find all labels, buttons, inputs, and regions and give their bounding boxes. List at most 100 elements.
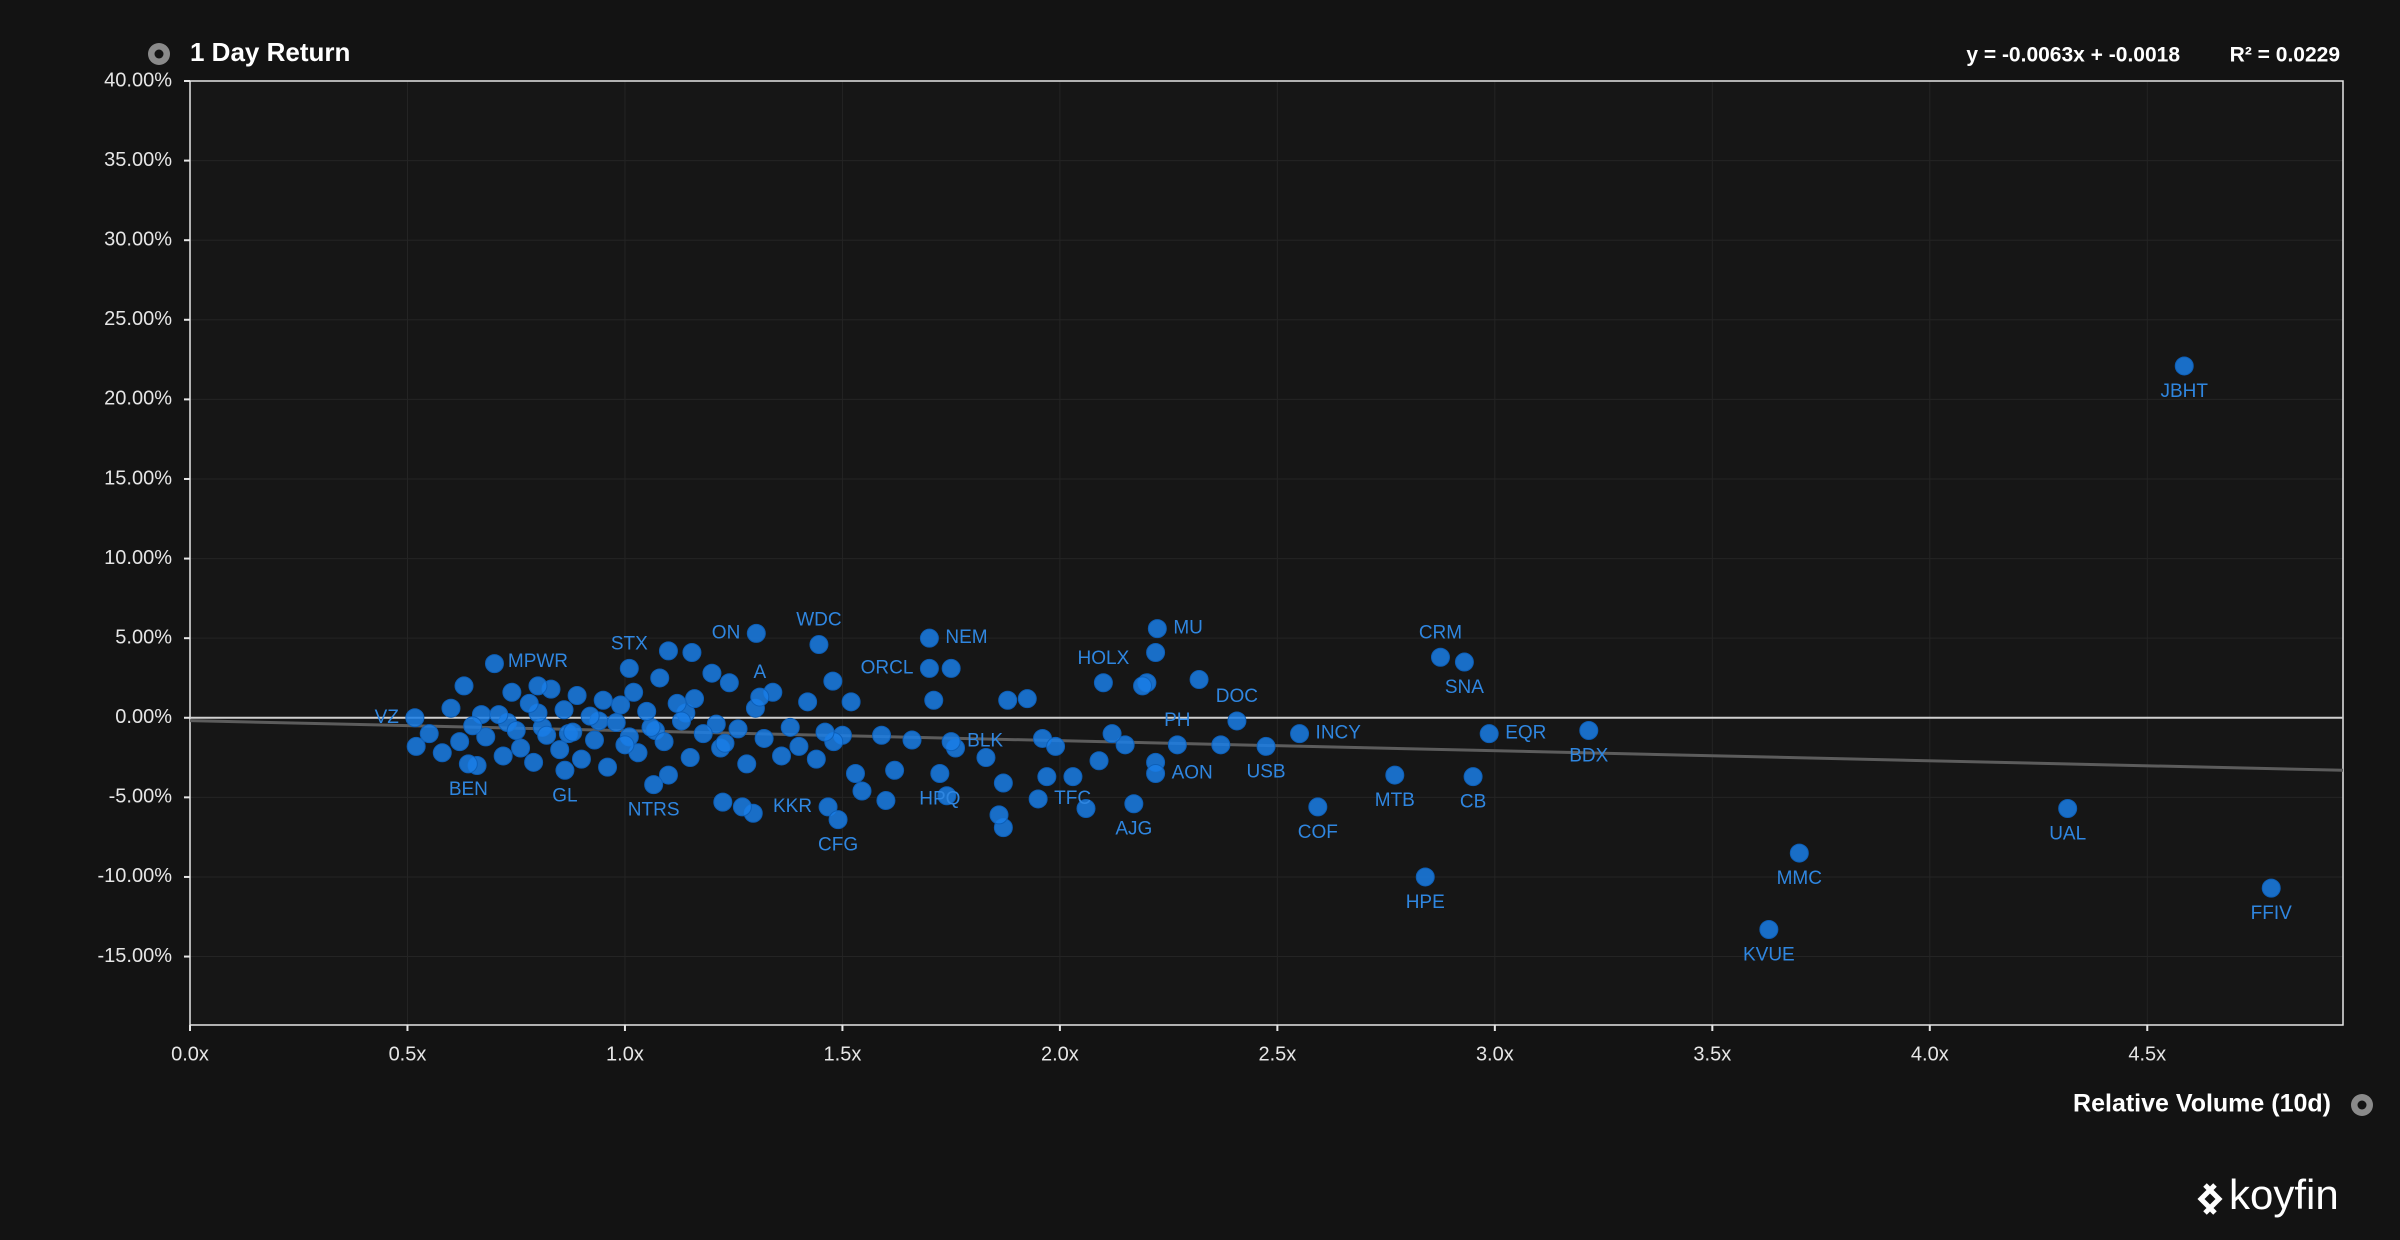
data-point xyxy=(654,732,674,752)
data-point xyxy=(563,722,583,742)
data-point xyxy=(680,748,700,768)
data-point xyxy=(737,754,757,774)
data-point xyxy=(1430,647,1450,667)
points xyxy=(405,356,2281,939)
x-tick-label: 2.5x xyxy=(1258,1043,1296,1065)
y-tick-label: 15.00% xyxy=(104,467,172,489)
data-point xyxy=(406,736,426,756)
data-point xyxy=(750,687,770,707)
data-point xyxy=(1115,735,1135,755)
data-point xyxy=(671,711,691,731)
y-tick-label: 5.00% xyxy=(115,626,172,648)
brand-name: koyfin xyxy=(2229,1171,2339,1218)
data-point xyxy=(567,685,587,705)
data-point xyxy=(1256,736,1276,756)
data-point xyxy=(1017,689,1037,709)
y-tick-label: 40.00% xyxy=(104,69,172,91)
x-tick-label: 0.5x xyxy=(389,1043,427,1065)
data-point xyxy=(780,717,800,737)
x-axis-title: Relative Volume (10d) xyxy=(2073,1090,2331,1118)
point-label: DOC xyxy=(1216,686,1258,707)
point-label: EQR xyxy=(1505,723,1546,744)
data-point xyxy=(754,728,774,748)
data-point xyxy=(524,752,544,772)
data-point xyxy=(998,690,1018,710)
data-point xyxy=(682,642,702,662)
logo-mark xyxy=(2197,1183,2223,1215)
data-point xyxy=(1093,673,1113,693)
data-point xyxy=(511,738,531,758)
point-label: MU xyxy=(1173,618,1203,639)
data-point xyxy=(1046,736,1066,756)
point-label: USB xyxy=(1247,761,1286,782)
data-point xyxy=(555,760,575,780)
point-label: UAL xyxy=(2049,824,2086,845)
data-point xyxy=(732,797,752,817)
y-tick-label: -10.00% xyxy=(98,865,173,887)
x-tick-label: 1.5x xyxy=(824,1043,862,1065)
data-point xyxy=(1290,724,1310,744)
chart-title: 1 Day Return xyxy=(190,37,350,67)
data-point xyxy=(667,693,687,713)
data-point xyxy=(924,690,944,710)
point-label: BEN xyxy=(449,779,488,800)
data-point xyxy=(1789,843,1809,863)
data-point xyxy=(1454,652,1474,672)
data-point xyxy=(772,746,792,766)
data-point xyxy=(941,732,961,752)
data-point xyxy=(624,682,644,702)
data-point xyxy=(885,760,905,780)
data-point xyxy=(484,654,504,674)
y-tick-label: 10.00% xyxy=(104,547,172,569)
data-point xyxy=(593,690,613,710)
data-point xyxy=(989,805,1009,825)
data-point xyxy=(571,749,591,769)
point-label: SNA xyxy=(1445,677,1484,698)
data-point xyxy=(685,689,705,709)
point-label: AON xyxy=(1172,762,1213,783)
point-label: COF xyxy=(1298,822,1338,843)
data-point xyxy=(641,717,661,737)
point-label: AJG xyxy=(1115,819,1152,840)
y-tick-label: 35.00% xyxy=(104,149,172,171)
point-label: MPWR xyxy=(508,651,568,672)
data-point xyxy=(919,658,939,678)
point-label: PH xyxy=(1164,710,1190,731)
data-point xyxy=(1189,670,1209,690)
data-point xyxy=(441,698,461,718)
y-tick-label: 20.00% xyxy=(104,388,172,410)
data-point xyxy=(606,713,626,733)
data-point xyxy=(806,749,826,769)
point-label: KKR xyxy=(773,796,812,817)
data-point xyxy=(1308,797,1328,817)
y-tick-label: 30.00% xyxy=(104,228,172,250)
point-label: KVUE xyxy=(1743,945,1795,966)
data-point xyxy=(713,792,733,812)
settings-icon[interactable] xyxy=(148,43,170,65)
x-tick-label: 3.5x xyxy=(1693,1043,1731,1065)
axis-settings-icon[interactable] xyxy=(2351,1094,2373,1116)
point-label: NTRS xyxy=(628,800,680,821)
data-point xyxy=(598,757,618,777)
point-label: HPQ xyxy=(919,788,960,809)
data-point xyxy=(1133,676,1153,696)
data-point xyxy=(432,743,452,763)
data-point xyxy=(1037,767,1057,787)
data-point xyxy=(930,763,950,783)
y-tick-label: 0.00% xyxy=(115,706,172,728)
data-point xyxy=(463,716,483,736)
data-point xyxy=(580,706,600,726)
plot-background xyxy=(190,81,2343,1025)
point-label: ON xyxy=(712,622,741,643)
point-label: FFIV xyxy=(2251,903,2292,924)
data-point xyxy=(502,682,522,702)
point-label: TFC xyxy=(1054,788,1091,809)
data-point xyxy=(419,724,439,744)
point-label: ORCL xyxy=(861,657,914,678)
data-point xyxy=(823,671,843,691)
data-point xyxy=(1579,720,1599,740)
point-labels: JBHT FFIV UAL MMC KVUE HPE BDX EQR CB SNA CRM MTB CO… xyxy=(375,381,2293,966)
data-point xyxy=(454,676,474,696)
point-label: CFG xyxy=(818,835,858,856)
